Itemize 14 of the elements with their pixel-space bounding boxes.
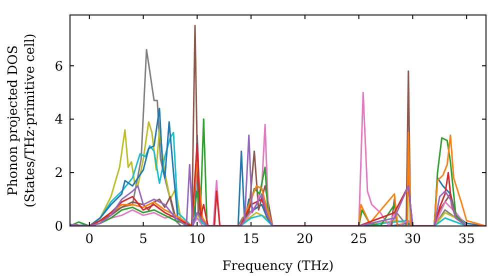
x-tick-label: 35 <box>458 232 475 247</box>
x-tick-label: 20 <box>296 232 314 247</box>
x-tick-label: 30 <box>404 232 421 247</box>
x-tick-label: 15 <box>242 232 260 247</box>
y-tick-label: 6 <box>54 59 63 74</box>
y-tick-label: 0 <box>54 220 63 235</box>
y-tick-label: 4 <box>54 112 63 128</box>
x-axis-title: Frequency (THz) <box>222 259 334 274</box>
y-axis-title: Phonon projected DOS (States/THz·primitive cell) <box>6 33 38 208</box>
x-tick-label: 0 <box>85 232 94 247</box>
x-tick-label: 10 <box>188 232 206 247</box>
x-tick-label: 25 <box>350 232 368 247</box>
y-tick-label: 2 <box>54 166 63 182</box>
x-tick-label: 5 <box>139 232 148 247</box>
